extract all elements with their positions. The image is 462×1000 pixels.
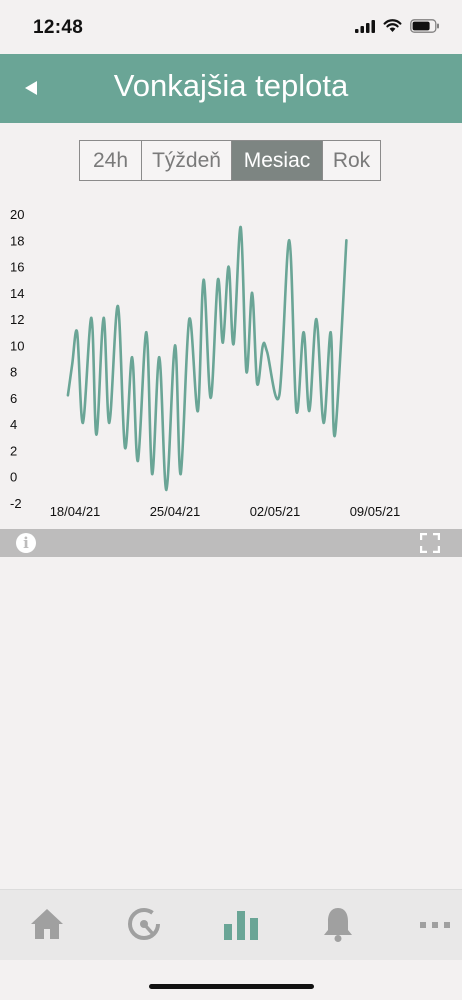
y-tick-label: 6	[10, 391, 17, 406]
info-icon[interactable]: i	[16, 533, 36, 553]
x-tick-label: 09/05/21	[350, 504, 401, 519]
tab-year[interactable]: Rok	[323, 141, 380, 180]
x-tick-label: 18/04/21	[50, 504, 101, 519]
y-tick-label: 16	[10, 260, 24, 275]
tab-label: Mesiac	[243, 148, 311, 172]
y-tick-label: 8	[10, 365, 17, 380]
back-button[interactable]	[20, 76, 44, 100]
page-title: Vonkajšia teplota	[113, 68, 349, 103]
y-tick-label: 0	[10, 470, 17, 485]
y-tick-label: -2	[10, 496, 22, 511]
home-icon[interactable]	[27, 904, 67, 944]
y-tick-label: 20	[10, 207, 24, 222]
status-time: 12:48	[33, 17, 84, 38]
status-icons	[355, 19, 440, 33]
tab-month[interactable]: Mesiac	[232, 141, 323, 180]
tab-label: Rok	[332, 148, 371, 172]
y-tick-label: 2	[10, 443, 17, 458]
wifi-icon	[383, 19, 402, 32]
info-bar: i	[0, 529, 462, 557]
period-selector: 24h Týždeň Mesiac Rok	[79, 140, 381, 181]
y-tick-label: 14	[10, 286, 24, 301]
notifications-icon[interactable]	[318, 904, 358, 944]
tab-label: Týždeň	[152, 148, 221, 172]
tab-24h[interactable]: 24h	[80, 141, 142, 180]
status-bar: 12:48	[0, 0, 462, 54]
tab-label: 24h	[92, 148, 129, 172]
y-tick-label: 10	[10, 338, 24, 353]
x-tick-label: 25/04/21	[150, 504, 201, 519]
app-header: Vonkajšia teplota	[0, 54, 462, 123]
y-tick-label: 18	[10, 233, 24, 248]
home-indicator	[149, 984, 314, 989]
more-icon[interactable]	[418, 904, 458, 944]
y-tick-label: 4	[10, 417, 17, 432]
y-tick-label: 12	[10, 312, 24, 327]
cellular-signal-icon	[355, 19, 375, 33]
battery-icon	[410, 19, 439, 33]
fullscreen-icon[interactable]	[420, 533, 440, 553]
series-line	[66, 225, 348, 492]
tab-week[interactable]: Týždeň	[142, 141, 232, 180]
history-icon[interactable]	[124, 904, 164, 944]
x-tick-label: 02/05/21	[250, 504, 301, 519]
statistics-icon[interactable]	[221, 904, 261, 944]
tab-bar	[0, 889, 462, 960]
